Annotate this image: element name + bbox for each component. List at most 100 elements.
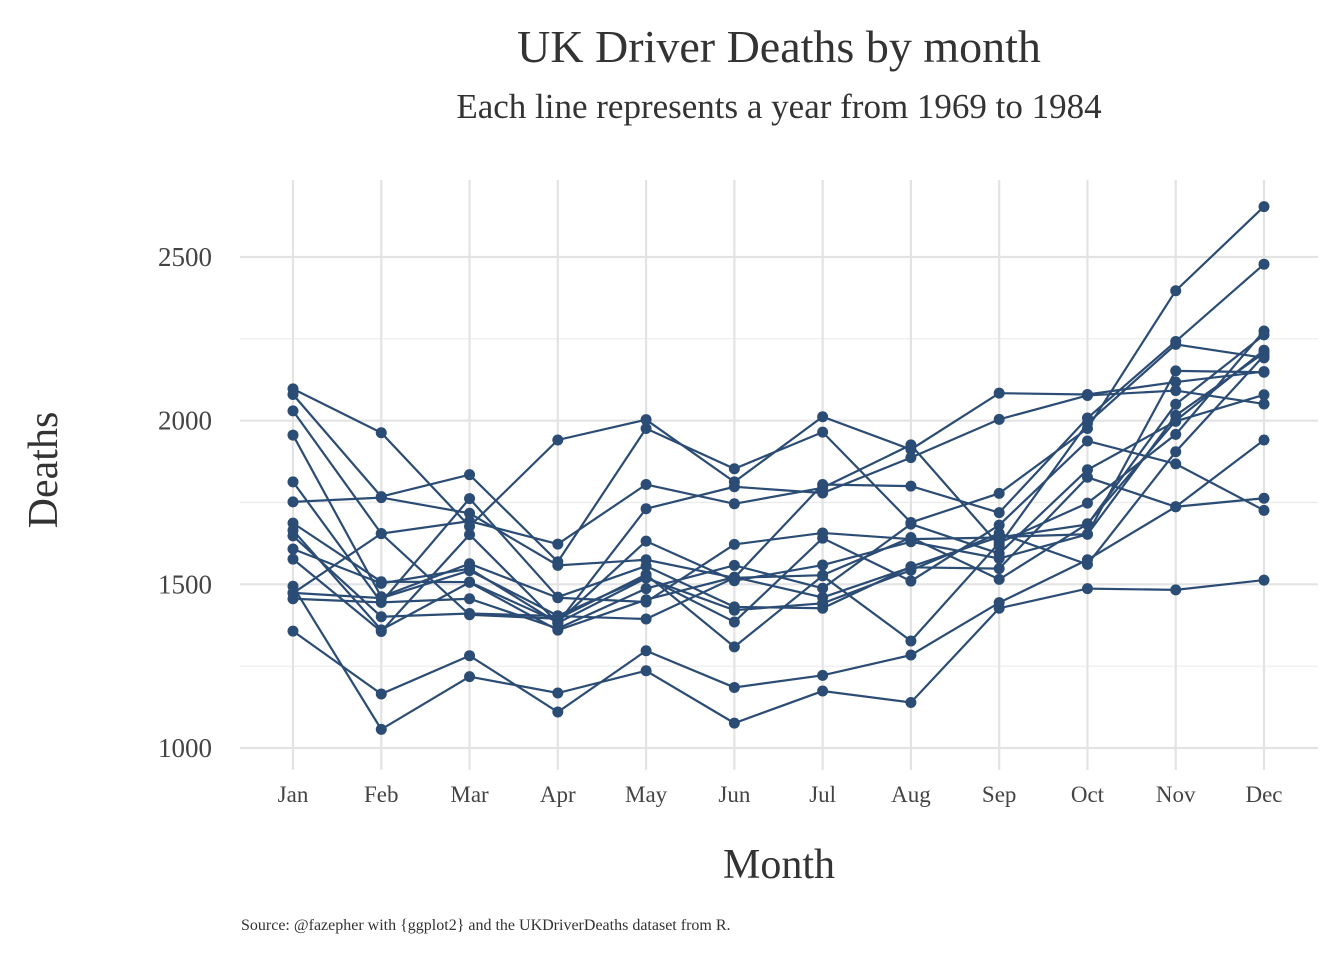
data-point [817, 602, 829, 614]
series-1983 [287, 574, 1270, 735]
data-point [728, 601, 740, 613]
data-point [993, 573, 1005, 585]
x-tick-label: May [625, 782, 668, 807]
data-point [728, 559, 740, 571]
series-1980 [287, 434, 1270, 636]
series-1974 [287, 385, 1270, 629]
data-point [287, 383, 299, 395]
data-point [552, 538, 564, 550]
series-line [292, 334, 1265, 604]
data-point [905, 443, 917, 455]
data-point [375, 491, 387, 503]
series-line [292, 352, 1265, 610]
y-tick-labels: 1000 1500 2000 2500 [158, 242, 212, 763]
data-point [640, 535, 652, 547]
data-point [817, 487, 829, 499]
data-point [552, 610, 564, 622]
series-1984 [287, 492, 1270, 718]
chart-subtitle: Each line represents a year from 1969 to… [456, 87, 1101, 126]
data-point [905, 518, 917, 530]
data-point [1258, 574, 1270, 586]
data-point [1170, 285, 1182, 297]
data-point [993, 387, 1005, 399]
x-tick-label: Oct [1071, 782, 1105, 807]
series-line [292, 439, 1265, 624]
data-point [1170, 338, 1182, 350]
data-point [375, 688, 387, 700]
data-point [817, 411, 829, 423]
series-line [292, 330, 1265, 649]
chart-title: UK Driver Deaths by month [517, 21, 1041, 72]
data-point [905, 561, 917, 573]
data-point [375, 577, 387, 589]
data-point [640, 645, 652, 657]
data-point [375, 624, 387, 636]
data-point [464, 469, 476, 481]
data-point [1170, 584, 1182, 596]
data-point [287, 429, 299, 441]
data-point [1081, 554, 1093, 566]
data-point [1081, 518, 1093, 530]
data-point [728, 538, 740, 550]
data-point [1081, 435, 1093, 447]
data-point [1170, 376, 1182, 388]
data-point [817, 669, 829, 681]
data-point [640, 503, 652, 515]
x-tick-label: Sep [982, 782, 1017, 807]
y-tick-label: 2500 [158, 242, 212, 272]
data-point [1081, 471, 1093, 483]
caption: Source: @fazepher with {ggplot2} and the… [241, 917, 731, 934]
data-point [993, 563, 1005, 575]
data-point [640, 560, 652, 572]
data-point [817, 582, 829, 594]
data-point [993, 548, 1005, 560]
data-point [287, 580, 299, 592]
data-point [905, 533, 917, 545]
x-tick-label: Jun [718, 782, 750, 807]
data-point [1258, 366, 1270, 378]
data-point [640, 613, 652, 625]
data-point [464, 593, 476, 605]
x-tick-label: Dec [1245, 782, 1282, 807]
data-point [1258, 201, 1270, 213]
data-point [1258, 398, 1270, 410]
data-point [375, 723, 387, 735]
data-point [905, 575, 917, 587]
data-point [1170, 428, 1182, 440]
data-point [464, 565, 476, 577]
data-point [287, 524, 299, 536]
data-point [464, 507, 476, 519]
data-point [728, 571, 740, 583]
data-point [1081, 389, 1093, 401]
data-point [287, 553, 299, 565]
data-point [993, 531, 1005, 543]
y-tick-label: 1500 [158, 569, 212, 599]
data-point [464, 576, 476, 588]
x-tick-labels: Jan Feb Mar Apr May Jun Jul Aug Sep Oct Nov Dec [278, 782, 1283, 807]
data-point [1081, 497, 1093, 509]
series-line [292, 370, 1265, 528]
data-point [1258, 258, 1270, 270]
data-point [993, 413, 1005, 425]
data-point [464, 650, 476, 662]
x-tick-label: Jan [278, 782, 309, 807]
data-point [993, 597, 1005, 609]
series-line [292, 578, 1265, 731]
data-point [552, 556, 564, 568]
data-point [640, 665, 652, 677]
data-point [287, 593, 299, 605]
x-tick-label: Jul [809, 782, 836, 807]
series-line [292, 497, 1265, 714]
x-axis-label: Month [723, 842, 835, 888]
data-point [817, 532, 829, 544]
data-point [1081, 423, 1093, 435]
data-point [1258, 504, 1270, 516]
data-point [728, 481, 740, 493]
data-point [640, 423, 652, 435]
data-point [1170, 446, 1182, 458]
data-point [817, 559, 829, 571]
data-point [817, 426, 829, 438]
data-point [375, 611, 387, 623]
data-point [287, 543, 299, 555]
